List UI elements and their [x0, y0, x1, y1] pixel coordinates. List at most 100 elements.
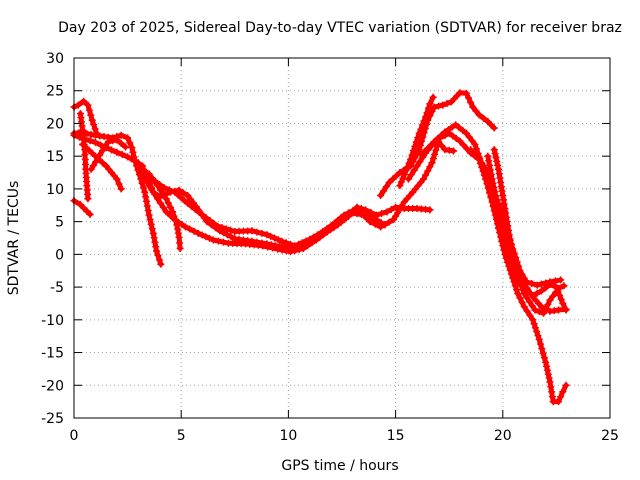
data-point	[189, 199, 197, 207]
data-point	[526, 311, 534, 319]
data-point	[523, 294, 531, 302]
data-point	[397, 178, 405, 186]
data-point	[88, 116, 96, 124]
data-point	[91, 138, 99, 146]
data-point	[274, 236, 282, 244]
data-point	[97, 141, 105, 149]
data-point	[490, 184, 498, 192]
data-point	[83, 207, 91, 215]
data-point	[104, 138, 112, 146]
data-point	[128, 144, 136, 152]
data-point	[171, 217, 179, 225]
data-point	[429, 155, 437, 163]
data-point	[223, 231, 231, 239]
data-point	[310, 234, 318, 242]
data-point	[109, 137, 117, 145]
data-point	[456, 137, 464, 145]
data-point	[557, 393, 565, 401]
data-point	[385, 178, 393, 186]
data-point	[410, 166, 418, 174]
data-point	[449, 132, 457, 140]
data-point	[253, 238, 261, 246]
data-point	[181, 223, 189, 231]
data-point	[131, 157, 139, 165]
x-tick-label: 20	[494, 428, 512, 444]
data-point	[500, 200, 508, 208]
data-point	[407, 171, 415, 179]
data-point	[394, 209, 402, 217]
data-point	[155, 256, 163, 264]
data-point	[523, 284, 531, 292]
data-point	[469, 103, 477, 111]
data-point	[544, 370, 552, 378]
data-point	[214, 237, 222, 245]
data-point	[533, 281, 541, 289]
data-point	[87, 111, 95, 119]
data-point	[513, 286, 521, 294]
data-point	[472, 107, 480, 115]
data-point	[538, 345, 546, 353]
data-point	[523, 307, 531, 315]
data-point	[166, 203, 174, 211]
data-point	[562, 305, 570, 313]
data-point	[449, 147, 457, 155]
data-point	[377, 191, 385, 199]
data-point	[91, 125, 99, 133]
data-point	[85, 106, 93, 114]
data-point	[501, 205, 509, 213]
data-point	[173, 221, 181, 229]
data-point	[551, 277, 559, 285]
data-point	[192, 203, 200, 211]
y-axis-label: SDTVAR / TECUs	[6, 181, 22, 296]
data-point	[540, 354, 548, 362]
data-point	[129, 148, 137, 156]
data-point	[169, 208, 177, 216]
data-point	[430, 103, 438, 111]
data-point	[421, 148, 429, 156]
data-point	[405, 159, 413, 167]
data-point	[124, 134, 132, 142]
data-point	[408, 151, 416, 159]
data-point	[535, 308, 543, 316]
plot-frame	[73, 57, 611, 419]
data-point	[475, 111, 483, 119]
data-point	[340, 211, 348, 219]
data-point	[428, 159, 436, 167]
data-point	[248, 227, 256, 235]
data-point	[144, 207, 152, 215]
data-point	[319, 228, 327, 236]
data-point	[267, 232, 275, 240]
data-point	[149, 229, 157, 237]
data-point	[444, 126, 452, 134]
data-point	[496, 209, 504, 217]
data-point	[552, 283, 560, 291]
data-point	[490, 146, 498, 154]
x-tick-label: 0	[70, 428, 79, 444]
data-point	[546, 280, 554, 288]
data-point	[404, 163, 412, 171]
data-point	[402, 167, 410, 175]
data-point	[543, 366, 551, 374]
data-point	[542, 358, 550, 366]
data-point	[489, 179, 497, 187]
data-point	[542, 305, 550, 313]
data-point	[306, 236, 314, 244]
data-point	[272, 242, 280, 250]
data-point	[424, 144, 432, 152]
data-point	[389, 175, 397, 183]
data-point	[426, 206, 434, 214]
data-point	[420, 117, 428, 125]
data-point	[344, 209, 352, 217]
data-point	[417, 125, 425, 133]
data-point	[557, 276, 565, 284]
data-point	[413, 162, 421, 170]
data-point	[139, 184, 147, 192]
data-point	[539, 349, 547, 357]
data-point	[537, 340, 545, 348]
data-point	[529, 316, 537, 324]
data-point	[392, 172, 400, 180]
data-point	[510, 253, 518, 261]
data-point	[263, 231, 271, 239]
data-point	[146, 216, 154, 224]
